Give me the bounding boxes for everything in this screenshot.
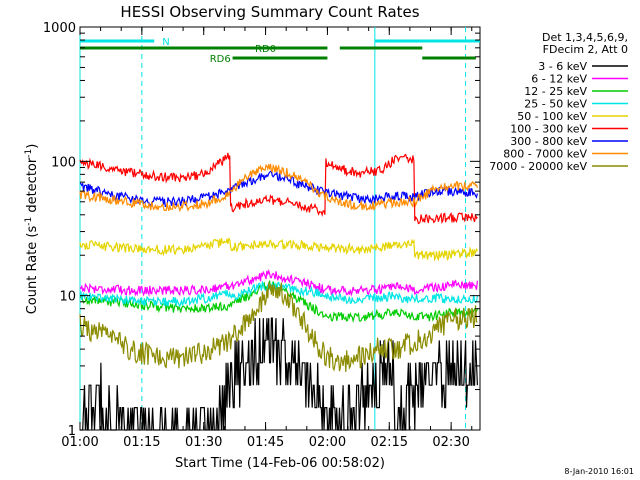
x-tick-label-0: 01:00 — [61, 435, 98, 450]
x-axis-label: Start Time (14-Feb-06 00:58:02) — [175, 456, 385, 471]
legend-label-4: 50 - 100 keV — [517, 110, 587, 123]
series-line-6 — [79, 170, 478, 208]
x-tick-label-1: 01:15 — [123, 435, 160, 450]
legend-label-8: 7000 - 20000 keV — [489, 160, 587, 173]
chart-title: HESSI Observing Summary Count Rates — [120, 3, 419, 21]
x-tick-label-5: 02:15 — [371, 435, 408, 450]
y-axis-label-main: Count Rate (s — [25, 226, 40, 315]
series-line-3 — [79, 280, 478, 308]
legend-label-0: 3 - 6 keV — [538, 60, 587, 73]
series-line-7 — [79, 163, 478, 213]
x-tick-label-3: 01:45 — [247, 435, 284, 450]
x-axis-ticks: 01:00 01:15 01:30 01:45 02:00 02:15 02:30 — [61, 27, 473, 450]
series-line-1 — [79, 268, 478, 297]
y-tick-label-2: 100 — [51, 155, 76, 170]
legend-label-6: 300 - 800 keV — [510, 135, 587, 148]
series-line-8 — [79, 282, 478, 373]
legend-header-line-2: FDecim 2, Att 0 — [543, 43, 628, 56]
series-line-4 — [79, 236, 478, 262]
flag-label-rd0: RD0 — [255, 44, 276, 55]
y-axis-label-sup2: -1 — [24, 149, 34, 158]
flag-label-rd6: RD6 — [210, 54, 231, 65]
series-line-5 — [79, 152, 478, 225]
y-tick-label-0: 1 — [68, 424, 76, 439]
y-axis-label-end: ) — [25, 144, 40, 149]
y-axis-label-mid: detector — [25, 157, 40, 217]
y-tick-label-1: 10 — [59, 290, 76, 305]
data-series — [79, 152, 478, 431]
footer-date: 8-Jan-2010 16:01 — [564, 467, 634, 476]
y-axis-label-sup1: -1 — [24, 217, 34, 226]
x-tick-label-4: 02:00 — [309, 435, 346, 450]
legend-label-1: 6 - 12 keV — [531, 73, 587, 86]
series-line-0 — [80, 317, 478, 431]
y-tick-label-3: 1000 — [43, 21, 76, 36]
legend-label-3: 25 - 50 keV — [524, 98, 587, 111]
legend: Det 1,3,4,5,6,9, FDecim 2, Att 0 3 - 6 k… — [489, 31, 628, 173]
y-axis-ticks: 1 10 100 1000 — [43, 21, 480, 439]
legend-label-7: 800 - 7000 keV — [503, 148, 587, 161]
flag-label-n: N — [162, 37, 169, 48]
x-tick-label-6: 02:30 — [432, 435, 469, 450]
legend-label-2: 12 - 25 keV — [524, 85, 587, 98]
x-tick-label-2: 01:30 — [185, 435, 222, 450]
y-axis-label: Count Rate (s-1 detector-1) — [24, 144, 40, 315]
status-flags: N RD0 RD6 — [80, 37, 480, 65]
legend-label-5: 100 - 300 keV — [510, 123, 587, 136]
legend-header-line-1: Det 1,3,4,5,6,9, — [542, 31, 628, 44]
